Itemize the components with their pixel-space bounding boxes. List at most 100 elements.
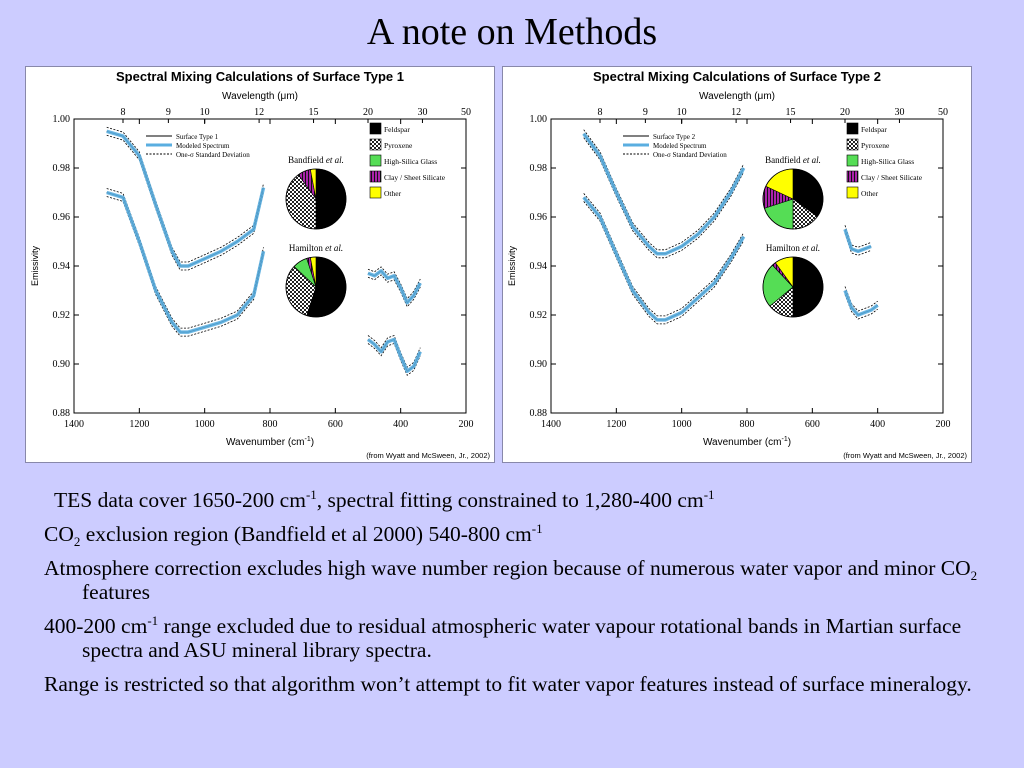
x-axis-label-main: Wavenumber (cm — [226, 437, 305, 448]
wavelength-tick-label: 20 — [363, 107, 373, 118]
y-tick-label: 0.90 — [530, 359, 548, 370]
bullet-item: CO2 exclusion region (Bandfield et al 20… — [44, 521, 994, 549]
x-tick-label: 1000 — [672, 419, 692, 430]
wavelength-tick-label: 15 — [309, 107, 319, 118]
y-tick-label: 0.96 — [530, 212, 548, 223]
pie-label-etal: et al. — [324, 155, 344, 165]
chart-panel-surface-type-2: Spectral Mixing Calculations of Surface … — [502, 66, 972, 463]
std-upper-line — [106, 188, 264, 329]
std-upper-line — [367, 334, 421, 368]
bullet-text-part: 2 — [970, 568, 978, 583]
bullet-text-part: features — [82, 580, 151, 604]
bullet-text-part: Range is restricted so that algorithm wo… — [44, 672, 972, 696]
y-tick-label: 0.94 — [530, 261, 548, 272]
y-axis-label: Emissivity — [30, 246, 40, 286]
wavelength-tick-label: 20 — [840, 107, 850, 118]
bullet-item: TES data cover 1650-200 cm-1, spectral f… — [44, 488, 994, 512]
x-tick-label: 400 — [870, 419, 885, 430]
legend-surface-number: 1 — [213, 133, 219, 141]
legend-label-surface: Surface Type 2 — [653, 133, 696, 141]
bullet-item: 400-200 cm-1 range excluded due to resid… — [44, 614, 994, 662]
mineral-swatch — [369, 154, 382, 167]
bullet-text-part: -1 — [305, 487, 317, 502]
mineral-swatch — [369, 138, 382, 151]
x-axis-label-sup: -1 — [781, 436, 787, 443]
mineral-legend-label: Other — [384, 189, 402, 198]
pie-label-name: Bandfield — [288, 155, 324, 165]
bullet-text-part: -1 — [531, 521, 543, 536]
y-axis-label: Emissivity — [507, 246, 517, 286]
x-axis-label: Wavenumber (cm-1) — [703, 436, 791, 448]
wavelength-tick-label: 12 — [731, 107, 741, 118]
x-tick-label: 200 — [459, 419, 474, 430]
y-tick-label: 0.96 — [53, 212, 71, 223]
wavelength-tick-label: 10 — [677, 107, 687, 118]
wavelength-tick-label: 50 — [461, 107, 471, 118]
pie-label-etal: et al. — [323, 243, 343, 253]
mineral-legend-label: Feldspar — [861, 125, 887, 134]
y-tick-label: 1.00 — [530, 114, 548, 125]
modeled-spectrum-line — [366, 337, 422, 374]
pie-label: Bandfield et al. — [288, 155, 344, 165]
bullet-text-part: -1 — [147, 613, 159, 628]
spectral-chart-1: Spectral Mixing Calculations of Surface … — [30, 69, 490, 460]
wavelength-tick-label: 10 — [200, 107, 210, 118]
std-upper-line — [367, 266, 421, 300]
pie-label: Bandfield et al. — [765, 155, 821, 165]
pie-label-name: Hamilton — [766, 243, 800, 253]
y-tick-label: 0.88 — [53, 408, 71, 419]
wavelength-tick-label: 9 — [643, 107, 648, 118]
mineral-swatch — [846, 154, 859, 167]
x-tick-label: 600 — [805, 419, 820, 430]
x-tick-label: 1200 — [606, 419, 626, 430]
x-tick-label: 800 — [740, 419, 755, 430]
y-tick-label: 0.98 — [530, 163, 548, 174]
pie-outline — [285, 256, 347, 318]
x-axis-label: Wavenumber (cm-1) — [226, 436, 314, 448]
x-tick-label: 800 — [263, 419, 278, 430]
bullet-text-part: range excluded due to residual atmospher… — [82, 614, 962, 662]
pie-label-etal: et al. — [800, 243, 820, 253]
bullet-text-part: exclusion region (Bandfield et al 2000) … — [80, 522, 532, 546]
pie-outline — [762, 256, 824, 318]
mineral-legend-label: Clay / Sheet Silicate — [384, 173, 446, 182]
x-tick-label: 1400 — [64, 419, 84, 430]
modeled-spectrum-line — [582, 196, 746, 322]
modeled-spectrum-line — [582, 132, 746, 256]
wavelength-tick-label: 30 — [417, 107, 427, 118]
x-tick-label: 1200 — [129, 419, 149, 430]
bullet-text-part: 400-200 cm — [44, 614, 148, 638]
mineral-swatch — [846, 186, 859, 199]
legend-label-modeled: Modeled Spectrum — [653, 142, 707, 150]
wavelength-tick-label: 9 — [166, 107, 171, 118]
mineral-legend-label: Pyroxene — [384, 141, 413, 150]
std-lower-line — [583, 201, 745, 325]
std-upper-line — [583, 193, 745, 317]
y-tick-label: 0.92 — [530, 310, 548, 321]
x-tick-label: 400 — [393, 419, 408, 430]
y-tick-label: 0.90 — [53, 359, 71, 370]
x-axis-label-end: ) — [311, 437, 314, 448]
x-tick-label: 200 — [936, 419, 951, 430]
source-note: (from Wyatt and McSween, Jr., 2002) — [366, 451, 490, 460]
mineral-legend-label: Feldspar — [384, 125, 410, 134]
wavelength-tick-label: 15 — [786, 107, 796, 118]
pie-outline — [762, 168, 824, 230]
mineral-swatch — [846, 138, 859, 151]
std-upper-line — [844, 225, 872, 248]
surface-spectrum-line — [583, 197, 745, 321]
bullet-text-part: 2 — [73, 534, 81, 549]
top-axis-label: Wavelength (μm) — [222, 91, 298, 102]
modeled-spectrum-line — [106, 129, 266, 268]
wavelength-tick-label: 12 — [254, 107, 264, 118]
pie-label-name: Hamilton — [289, 243, 323, 253]
slide-title: A note on Methods — [366, 11, 658, 53]
x-axis-label-main: Wavenumber (cm — [703, 437, 782, 448]
bullet-text-part: CO — [44, 522, 74, 546]
pie-label: Hamilton et al. — [766, 243, 820, 253]
bullet-text-part: -1 — [703, 487, 715, 502]
modeled-spectrum-line — [843, 228, 872, 254]
mineral-legend-label: Pyroxene — [861, 141, 890, 150]
